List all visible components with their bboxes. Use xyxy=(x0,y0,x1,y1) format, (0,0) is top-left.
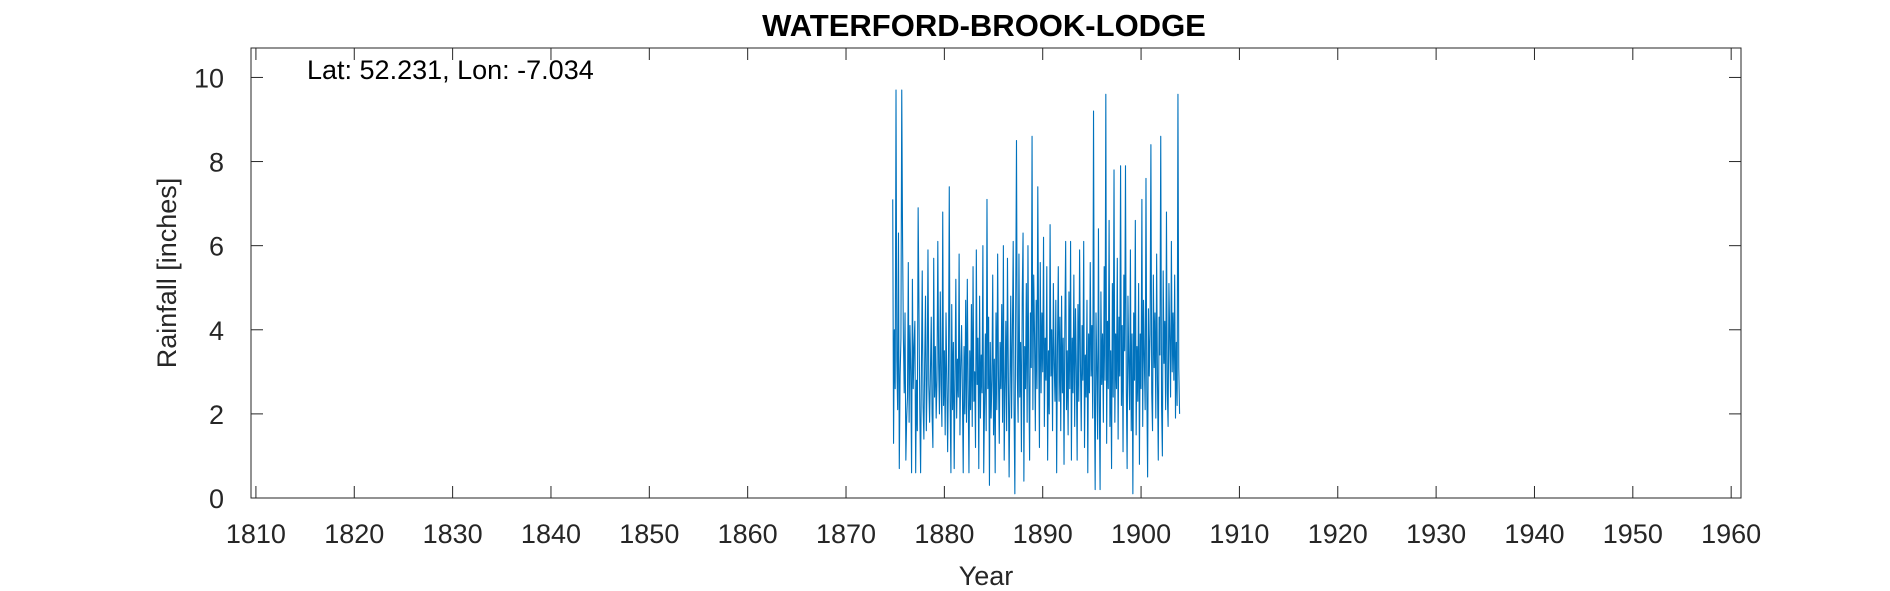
plot-area xyxy=(892,89,1181,495)
y-tick-label: 6 xyxy=(209,232,224,262)
x-tick-label: 1840 xyxy=(521,519,581,549)
x-tick-label: 1820 xyxy=(324,519,384,549)
y-tick-label: 8 xyxy=(209,148,224,178)
x-tick-label: 1900 xyxy=(1111,519,1171,549)
rainfall-series-line xyxy=(892,89,1181,495)
x-tick-label: 1850 xyxy=(619,519,679,549)
x-tick-label: 1950 xyxy=(1603,519,1663,549)
x-tick-label: 1870 xyxy=(816,519,876,549)
x-tick-label: 1890 xyxy=(1013,519,1073,549)
x-tick-label: 1910 xyxy=(1209,519,1269,549)
x-axis-label: Year xyxy=(959,561,1014,591)
x-tick-label: 1930 xyxy=(1406,519,1466,549)
y-tick-label: 4 xyxy=(209,316,224,346)
x-tick-label: 1880 xyxy=(914,519,974,549)
y-tick-label: 2 xyxy=(209,400,224,430)
location-annotation: Lat: 52.231, Lon: -7.034 xyxy=(307,55,594,85)
y-tick-label: 10 xyxy=(194,63,224,93)
plot-frame xyxy=(250,47,1742,499)
y-tick-label: 0 xyxy=(209,484,224,514)
x-tick-label: 1830 xyxy=(423,519,483,549)
axis-ticks: 1810 1820 1830 1840 1850 1860 1870 1880 1890 1900… xyxy=(194,48,1761,549)
chart-title: WATERFORD-BROOK-LODGE xyxy=(762,8,1206,43)
x-tick-label: 1860 xyxy=(718,519,778,549)
x-tick-label: 1920 xyxy=(1308,519,1368,549)
x-tick-label: 1810 xyxy=(226,519,286,549)
y-axis-label: Rainfall [inches] xyxy=(152,178,182,369)
x-tick-label: 1960 xyxy=(1701,519,1761,549)
x-tick-label: 1940 xyxy=(1504,519,1564,549)
